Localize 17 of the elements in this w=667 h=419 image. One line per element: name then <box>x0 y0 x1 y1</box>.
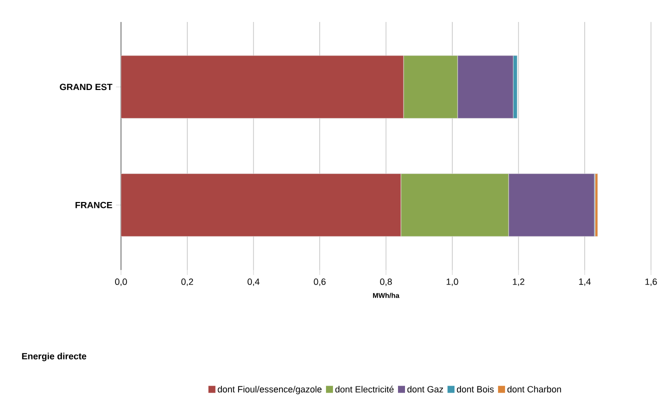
x-tick-label: 1,6 <box>645 278 657 286</box>
y-tick-label: GRAND EST <box>60 84 112 90</box>
x-tick-label: 1,0 <box>446 278 458 286</box>
x-tick-label: 0,8 <box>380 278 392 286</box>
x-tick-label: 1,4 <box>579 278 591 286</box>
legend-label: dont Gaz <box>407 386 444 392</box>
x-tick-label: 0,2 <box>181 278 194 286</box>
x-tick-label: 0,6 <box>314 278 326 286</box>
legend-label: dont Charbon <box>507 386 561 392</box>
y-tick-label: FRANCE <box>76 202 112 208</box>
legend-label: dont Bois <box>456 386 494 392</box>
legend-title: Energie directe <box>22 352 86 362</box>
legend-label: dont Electricité <box>335 386 394 393</box>
legend-label: dont Fioul/essence/gazole <box>218 386 322 394</box>
x-tick-label: 0,4 <box>248 278 260 286</box>
x-tick-label: 1,2 <box>512 278 524 286</box>
x-tick-label: 0,0 <box>115 278 127 286</box>
